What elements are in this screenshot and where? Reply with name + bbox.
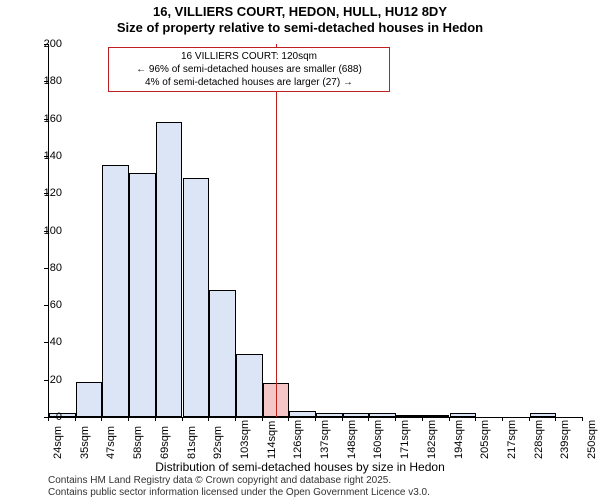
y-tick-label: 20 — [50, 374, 62, 386]
x-tick-label: 47sqm — [105, 426, 117, 459]
x-tick-label: 103sqm — [239, 420, 251, 459]
x-tick-label: 250sqm — [586, 420, 598, 459]
histogram-bar — [530, 413, 557, 417]
y-tick-mark — [44, 193, 48, 194]
x-tick-mark — [101, 417, 102, 421]
x-tick-mark — [502, 417, 503, 421]
x-tick-label: 194sqm — [453, 420, 465, 459]
histogram-bar — [396, 415, 423, 417]
x-tick-label: 171sqm — [399, 420, 411, 459]
x-tick-mark — [582, 417, 583, 421]
x-tick-label: 81sqm — [186, 426, 198, 459]
histogram-bar — [343, 413, 370, 417]
plot-area — [48, 44, 583, 418]
legend-line1: 16 VILLIERS COURT: 120sqm — [113, 50, 385, 63]
chart-title-line1: 16, VILLIERS COURT, HEDON, HULL, HU12 8D… — [0, 4, 600, 19]
histogram-bar — [236, 354, 263, 417]
x-tick-label: 114sqm — [266, 421, 278, 459]
y-tick-mark — [44, 119, 48, 120]
x-tick-mark — [262, 417, 263, 421]
x-tick-label: 126sqm — [292, 420, 304, 459]
x-tick-mark — [208, 417, 209, 421]
x-tick-mark — [342, 417, 343, 421]
y-tick-label: 40 — [50, 336, 62, 348]
attribution-line2: Contains public sector information licen… — [48, 487, 430, 499]
attribution-line1: Contains HM Land Registry data © Crown c… — [48, 475, 430, 487]
x-tick-label: 205sqm — [479, 420, 491, 459]
x-tick-mark — [75, 417, 76, 421]
x-tick-label: 148sqm — [346, 420, 358, 459]
y-tick-mark — [44, 231, 48, 232]
histogram-bar — [369, 413, 396, 417]
y-tick-mark — [44, 268, 48, 269]
histogram-bar — [450, 413, 477, 417]
chart-title-line2: Size of property relative to semi-detach… — [0, 20, 600, 35]
y-tick-label: 80 — [50, 262, 62, 274]
y-tick-label: 0 — [56, 411, 62, 423]
y-tick-mark — [44, 305, 48, 306]
x-tick-label: 69sqm — [159, 426, 171, 459]
x-tick-label: 92sqm — [212, 426, 224, 459]
x-tick-mark — [475, 417, 476, 421]
x-tick-mark — [555, 417, 556, 421]
y-tick-mark — [44, 342, 48, 343]
histogram-bar — [129, 173, 156, 417]
histogram-bar — [289, 411, 316, 417]
x-tick-mark — [48, 417, 49, 421]
marker-line — [276, 44, 277, 417]
x-tick-label: 217sqm — [506, 420, 518, 459]
histogram-bar — [156, 122, 183, 417]
x-tick-label: 160sqm — [372, 420, 384, 459]
histogram-bar — [102, 165, 129, 417]
x-tick-mark — [449, 417, 450, 421]
x-tick-label: 137sqm — [319, 420, 331, 459]
x-tick-mark — [288, 417, 289, 421]
chart-container: 16, VILLIERS COURT, HEDON, HULL, HU12 8D… — [0, 0, 600, 500]
y-tick-label: 60 — [50, 299, 62, 311]
x-tick-label: 182sqm — [426, 420, 438, 459]
histogram-bar — [49, 413, 76, 417]
x-tick-mark — [182, 417, 183, 421]
y-tick-mark — [44, 44, 48, 45]
x-tick-label: 228sqm — [533, 420, 545, 459]
legend-box: 16 VILLIERS COURT: 120sqm ← 96% of semi-… — [108, 47, 390, 92]
y-tick-mark — [44, 380, 48, 381]
histogram-bar — [76, 382, 103, 417]
y-tick-mark — [44, 156, 48, 157]
y-tick-mark — [44, 81, 48, 82]
x-axis-label: Distribution of semi-detached houses by … — [0, 460, 600, 474]
x-tick-mark — [235, 417, 236, 421]
x-tick-mark — [155, 417, 156, 421]
x-tick-mark — [368, 417, 369, 421]
legend-line3: 4% of semi-detached houses are larger (2… — [113, 76, 385, 89]
attribution: Contains HM Land Registry data © Crown c… — [48, 475, 430, 498]
x-tick-label: 35sqm — [79, 426, 91, 459]
histogram-bar — [183, 178, 210, 417]
histogram-bar — [316, 413, 343, 417]
x-tick-label: 24sqm — [52, 426, 64, 459]
x-tick-label: 239sqm — [559, 420, 571, 459]
x-tick-mark — [395, 417, 396, 421]
histogram-bar — [423, 415, 450, 417]
x-tick-mark — [128, 417, 129, 421]
histogram-bar — [209, 290, 236, 417]
x-tick-mark — [422, 417, 423, 421]
legend-line2: ← 96% of semi-detached houses are smalle… — [113, 63, 385, 76]
x-tick-label: 58sqm — [132, 426, 144, 459]
x-tick-mark — [315, 417, 316, 421]
x-tick-mark — [529, 417, 530, 421]
